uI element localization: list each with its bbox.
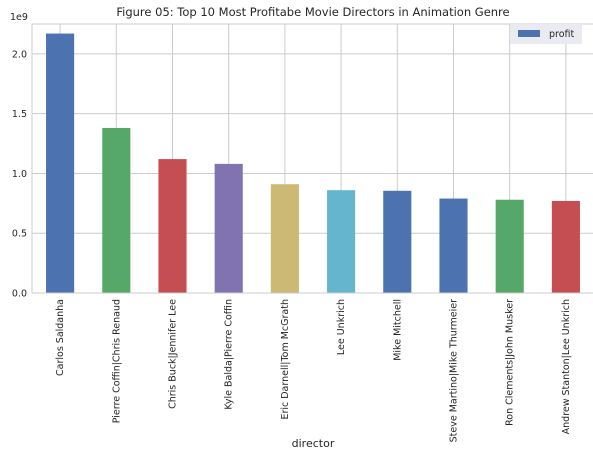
y-tick-label: 1.0 <box>12 169 27 180</box>
y-axis-offset-label: 1e9 <box>10 12 28 23</box>
bars <box>46 33 580 293</box>
plot-frame <box>31 23 593 294</box>
bar <box>102 128 131 293</box>
y-tick-label: 2.0 <box>12 49 27 60</box>
bar <box>270 184 299 293</box>
bar <box>158 159 187 293</box>
x-tick-label: Chris Buck|Jennifer Lee <box>168 299 179 409</box>
y-axis-ticks: 0.0 0.5 1.0 1.5 2.0 <box>12 49 27 299</box>
bar <box>551 200 580 293</box>
x-tick-label: Andrew Stanton|Lee Unkrich <box>561 299 572 434</box>
x-axis-ticks: Carlos Saldanha Pierre Coffin|Chris Renau… <box>55 299 572 443</box>
bar <box>214 163 243 293</box>
bar <box>439 198 468 293</box>
x-tick-label: Carlos Saldanha <box>55 299 66 376</box>
bar <box>327 190 356 293</box>
x-tick-label: Eric Darnell|Tom McGrath <box>280 299 291 420</box>
plot-border <box>31 23 593 294</box>
legend-swatch <box>518 30 540 37</box>
y-tick-label: 1.5 <box>12 109 27 120</box>
y-tick-label: 0.0 <box>12 289 27 300</box>
legend-label: profit <box>549 29 575 40</box>
x-tick-label: Kyle Balda|Pierre Coffin <box>224 299 235 410</box>
legend-box <box>510 24 582 44</box>
x-tick-label: Steve Martino|Mike Thurmeier <box>449 299 460 442</box>
x-tick-label: Pierre Coffin|Chris Renaud <box>111 299 122 423</box>
legend: profit <box>510 24 582 44</box>
bar <box>495 199 524 293</box>
x-axis-label: director <box>292 437 335 450</box>
bar <box>383 190 412 293</box>
bar <box>46 33 75 293</box>
x-tick-label: Ron Clements|John Musker <box>505 299 516 426</box>
chart-title: Figure 05: Top 10 Most Profitabe Movie D… <box>116 5 509 19</box>
y-tick-label: 0.5 <box>12 229 27 240</box>
x-tick-label: Lee Unkrich <box>336 299 347 355</box>
x-tick-label: Mike Mitchell <box>392 299 403 361</box>
